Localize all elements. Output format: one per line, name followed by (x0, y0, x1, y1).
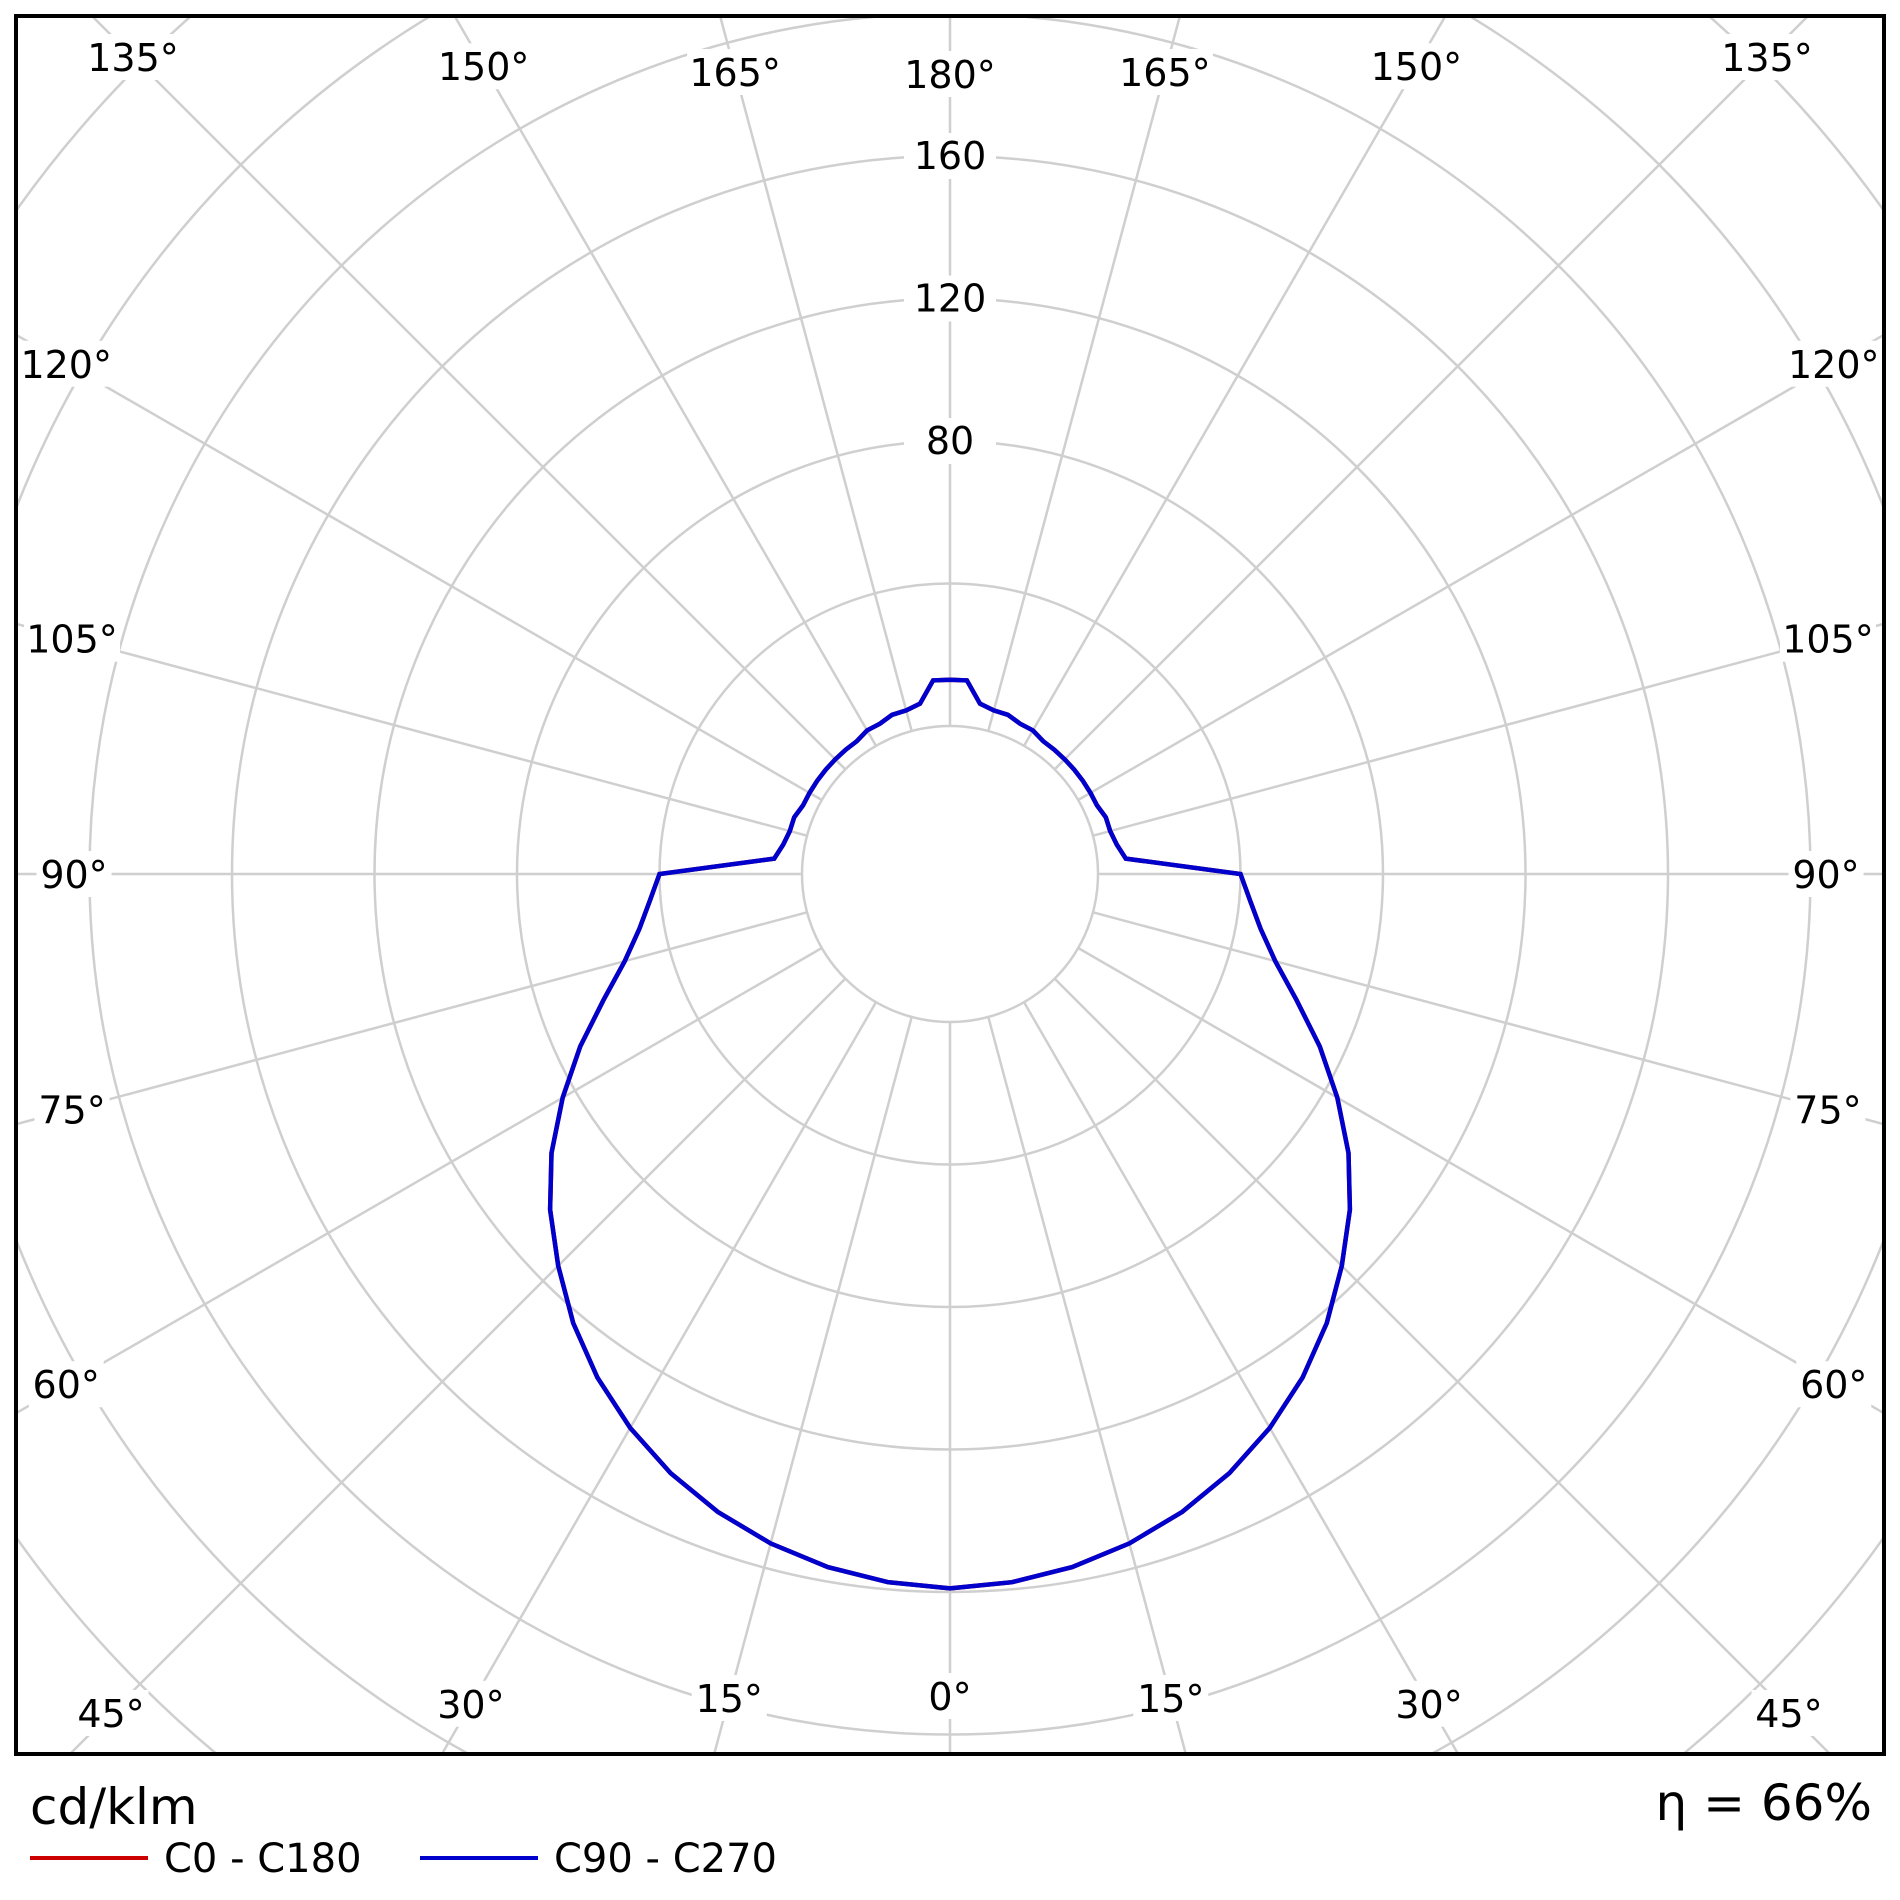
angle-label-bg (85, 34, 182, 81)
angle-label-75-right: 75° (1794, 1088, 1861, 1132)
angle-label-bg (34, 1086, 110, 1133)
grid-spoke-135 (1053, 18, 1808, 771)
angle-label-120-left: 120° (20, 343, 112, 387)
curve-c90-c270 (547, 677, 1353, 1591)
angle-label-150-left: 150° (438, 45, 530, 89)
angle-label-bg (691, 1674, 767, 1721)
legend-label-c0-c180: C0 - C180 (164, 1836, 362, 1882)
grid-spoke-30 (1022, 1001, 1459, 1752)
grid-spoke-135 (92, 18, 847, 771)
angle-label-bg (1133, 1674, 1209, 1721)
angle-label-bg (902, 51, 998, 97)
angle-label-90-left: 90° (40, 853, 107, 897)
grid-spoke-15 (713, 1016, 913, 1752)
angle-label-150-right: 150° (1371, 45, 1463, 89)
grid-spoke-60 (1077, 946, 1882, 1414)
grid-spoke-165 (719, 18, 913, 732)
axis-labels: 0° 15° 15° 30° 30° 45° 45° 60° 60° 75° 75° 90° 90° 10… (18, 34, 1882, 1736)
grid-spoke-15 (987, 1016, 1187, 1752)
plot-border (14, 14, 1886, 1756)
angle-label-bg (1785, 340, 1882, 387)
angle-label-bg (687, 49, 784, 96)
angle-label-30-right: 30° (1395, 1683, 1462, 1727)
angle-label-bg (28, 1361, 104, 1408)
intensity-curves (547, 677, 1353, 1591)
angle-label-bg (1790, 1086, 1866, 1133)
angle-label-165-right: 165° (1119, 51, 1211, 95)
angle-label-105-right: 105° (1782, 618, 1874, 662)
angle-label-30-left: 30° (437, 1683, 504, 1727)
legend: C0 - C180 C90 - C270 (30, 1836, 777, 1882)
angle-label-bg (1368, 43, 1465, 90)
ring-label-120: 120 (914, 277, 987, 321)
angle-label-bg (1788, 851, 1864, 897)
ring-label-bg (904, 418, 996, 464)
angle-label-bg (1779, 615, 1876, 662)
angle-label-bg (1751, 1689, 1827, 1736)
grid-spoke-75 (18, 911, 808, 1126)
angle-label-bg (36, 851, 112, 897)
grid-spoke-105 (18, 622, 808, 837)
angle-label-bg (1796, 1361, 1872, 1408)
grid-spoke-150 (1022, 18, 1446, 747)
angle-label-bg (1391, 1680, 1467, 1727)
angle-label-105-left: 105° (26, 618, 118, 662)
grid-spoke-45 (70, 977, 847, 1752)
ring-label-80: 80 (926, 419, 974, 463)
angle-label-75-left: 75° (38, 1088, 105, 1132)
grid-spoke-105 (1092, 622, 1882, 837)
angle-label-60-right: 60° (1800, 1363, 1867, 1407)
grid-spoke-30 (441, 1001, 878, 1752)
ring-label-bg (904, 275, 996, 322)
ring-label-160: 160 (914, 134, 987, 178)
angle-label-0-right: 0° (928, 1675, 971, 1719)
efficiency-label: η = 66% (1655, 1774, 1872, 1832)
grid-spoke-60 (18, 946, 823, 1414)
grid-spoke-120 (18, 334, 823, 802)
angle-label-165-left: 165° (689, 51, 781, 95)
grid-circle-0 (800, 724, 1100, 1024)
angle-label-bg (923, 1673, 977, 1719)
angle-label-15-right: 15° (1137, 1677, 1204, 1721)
angle-label-45-right: 45° (1755, 1692, 1822, 1736)
grid-spoke-165 (987, 18, 1181, 732)
unit-label: cd/klm (30, 1778, 198, 1836)
angle-label-bg (24, 615, 121, 662)
grid-spoke-45 (1053, 977, 1830, 1752)
grid-spoke-75 (1092, 911, 1882, 1126)
angle-label-bg (433, 1680, 509, 1727)
angle-label-45-left: 45° (77, 1692, 144, 1736)
ring-label-bg (904, 133, 996, 179)
angle-label-bg (18, 340, 115, 387)
angle-label-60-left: 60° (33, 1363, 100, 1407)
angle-label-120-right: 120° (1788, 343, 1880, 387)
grid-spoke-120 (1077, 334, 1882, 802)
angle-label-bg (73, 1689, 149, 1736)
angle-label-135-right: 135° (1721, 36, 1813, 80)
angle-label-bg (1116, 49, 1213, 96)
angle-label-bg (435, 43, 532, 90)
angle-label-90-right: 90° (1792, 853, 1859, 897)
legend-label-c90-c270: C90 - C270 (554, 1836, 777, 1882)
angle-label-180-right: 180° (904, 53, 996, 97)
angle-label-bg (1718, 34, 1815, 81)
grid-spoke-150 (454, 18, 878, 747)
angle-label-135-left: 135° (87, 36, 179, 80)
angle-label-15-left: 15° (696, 1677, 763, 1721)
